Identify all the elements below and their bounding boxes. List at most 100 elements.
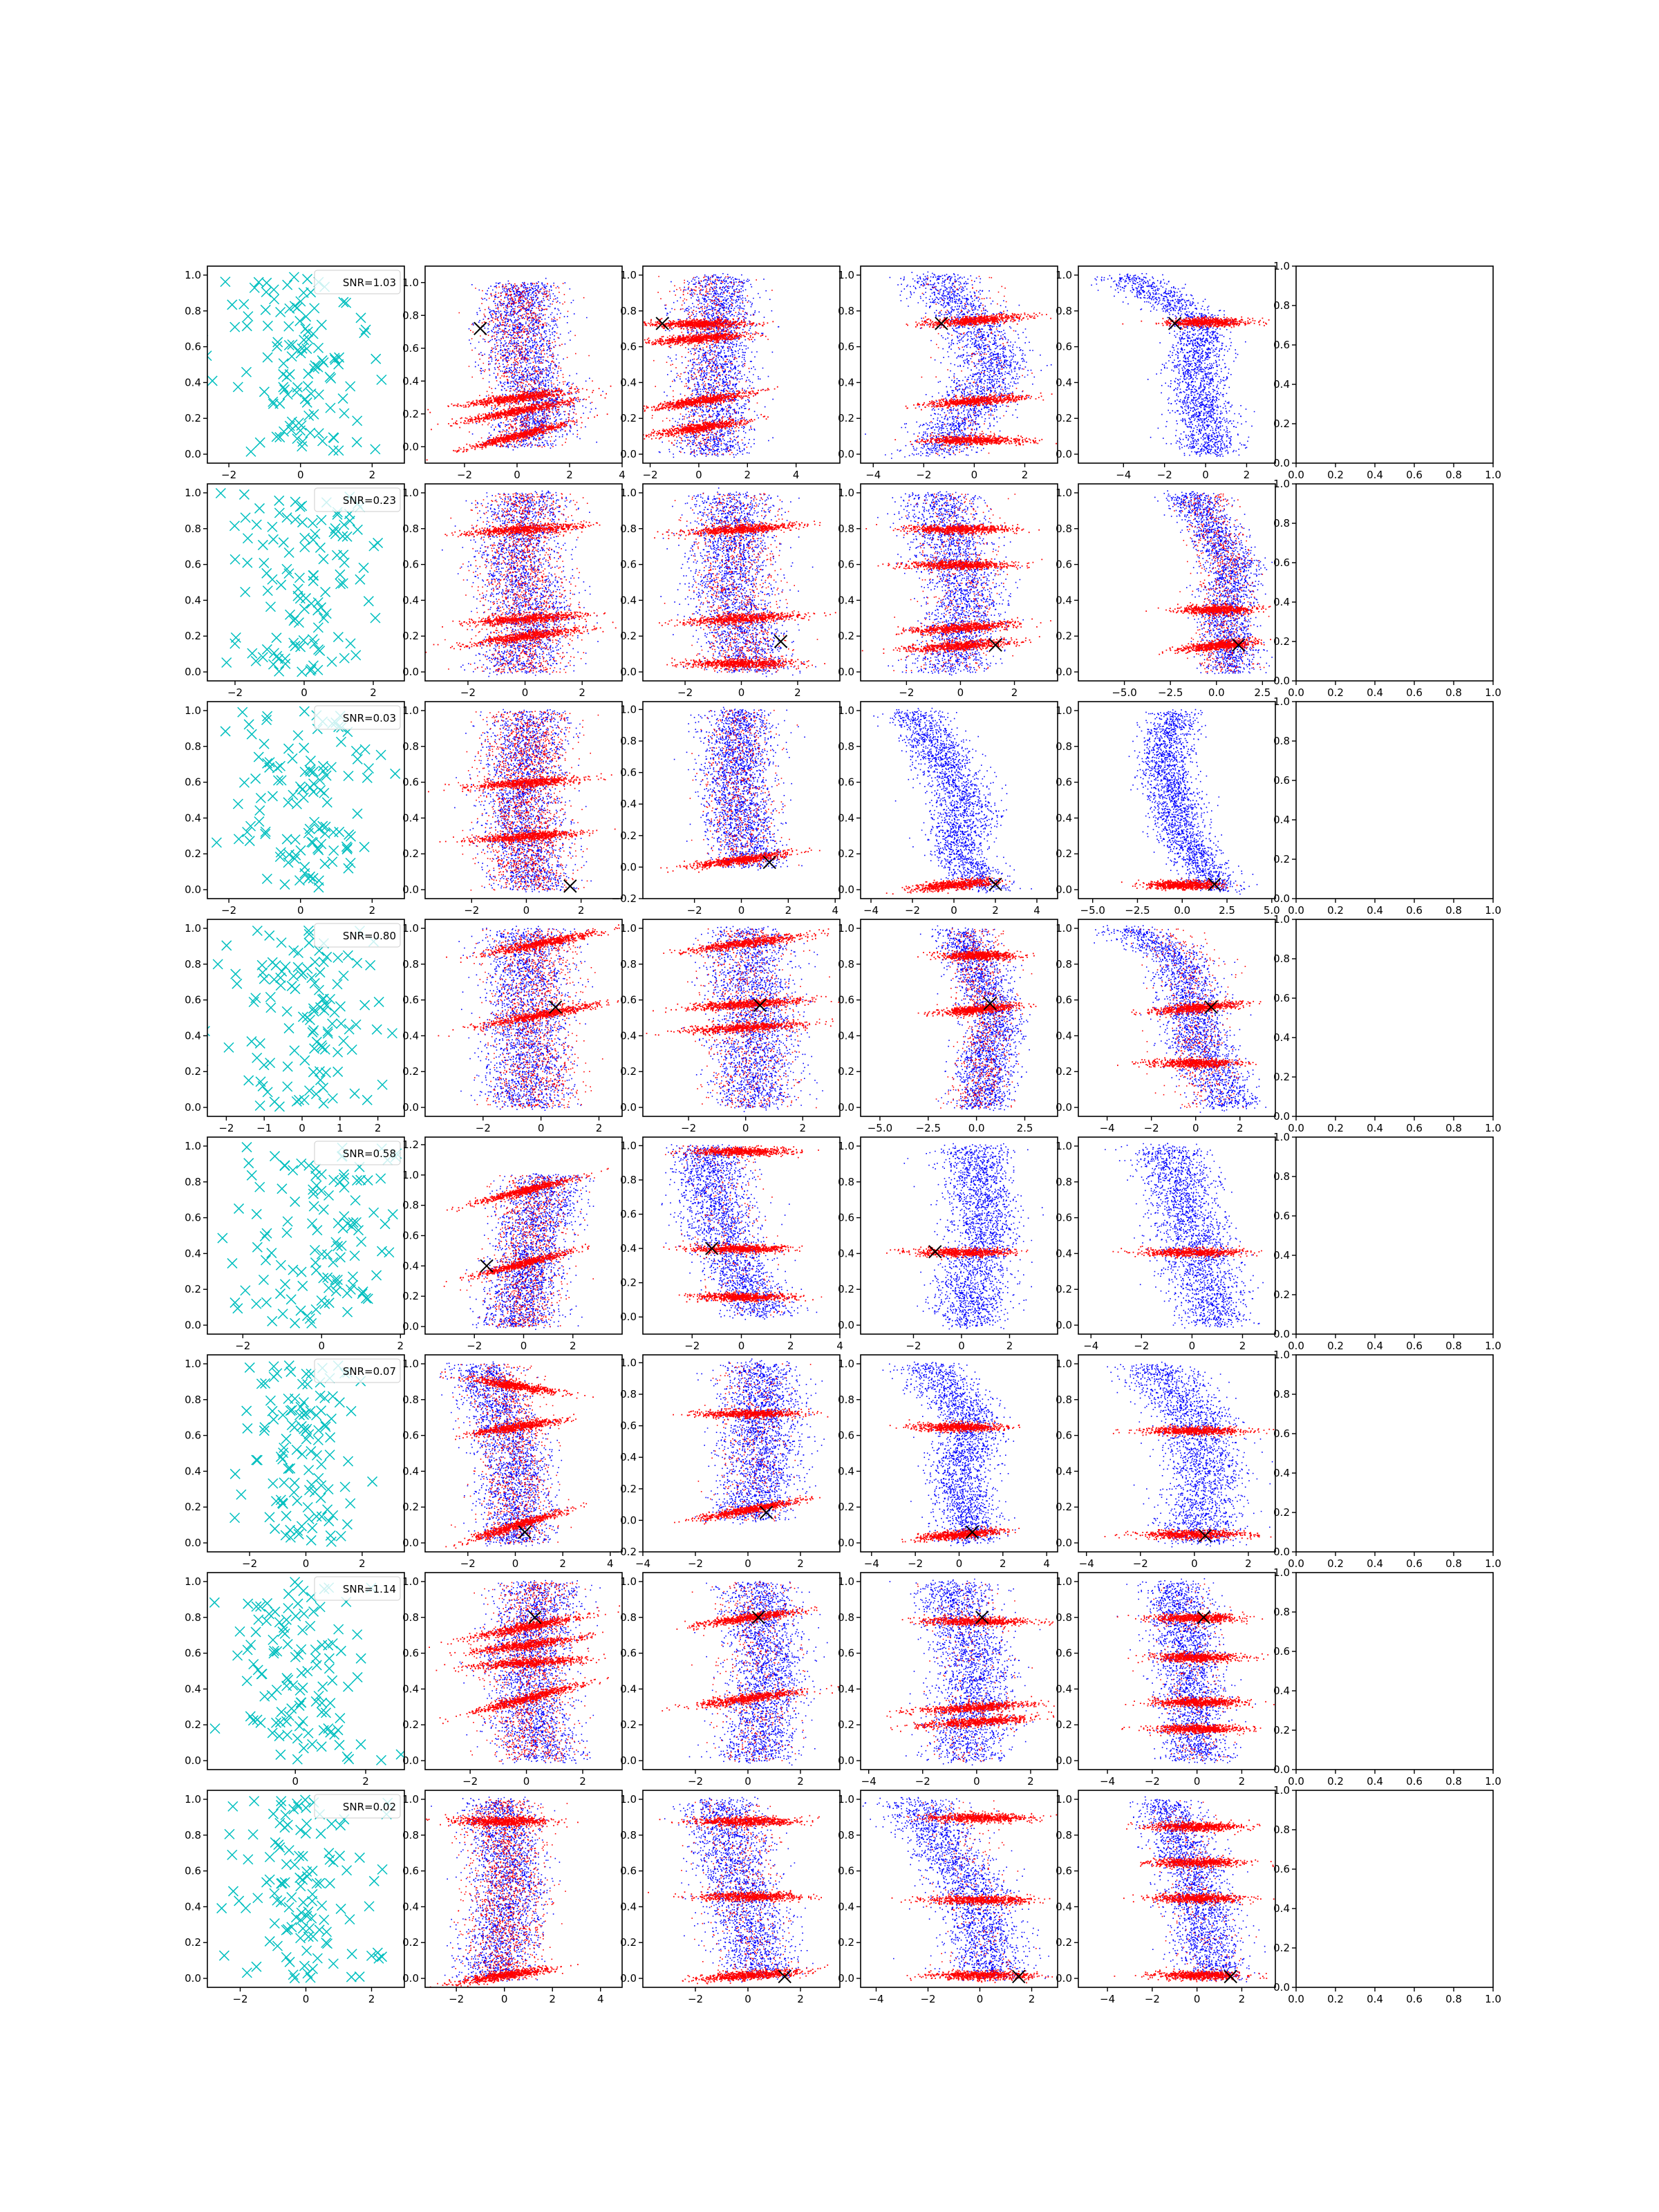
sample-point bbox=[242, 533, 253, 544]
sample-point bbox=[268, 396, 279, 407]
y-tick-label: 0.4 bbox=[185, 812, 201, 824]
y-tick-label: 1.0 bbox=[402, 487, 419, 499]
sample-point bbox=[241, 1142, 252, 1153]
y-tick-label: 1.0 bbox=[185, 487, 201, 499]
y-tick-label: 0.6 bbox=[620, 1208, 637, 1221]
blue-point-cloud bbox=[873, 707, 1032, 894]
sample-point bbox=[345, 381, 356, 392]
x-tick-label: −2 bbox=[460, 686, 476, 699]
sample-point bbox=[375, 1754, 387, 1765]
y-tick-label: 0.6 bbox=[1056, 559, 1072, 571]
sample-point bbox=[341, 1519, 353, 1530]
sample-point bbox=[272, 1646, 283, 1657]
optimum-marker bbox=[1208, 877, 1221, 891]
legend-box bbox=[314, 487, 401, 512]
sample-point bbox=[338, 1169, 349, 1180]
y-tick-label: 0.2 bbox=[185, 847, 201, 860]
y-tick-label: 0.0 bbox=[1056, 1101, 1072, 1114]
x-tick-label: 2 bbox=[549, 1993, 556, 2005]
axes-frame bbox=[1295, 483, 1494, 682]
legend: SNR=0.80 bbox=[314, 923, 401, 948]
sample-point bbox=[255, 1717, 266, 1728]
y-tick-label: 0.4 bbox=[620, 376, 637, 388]
y-tick-label: 0.2 bbox=[620, 1936, 637, 1949]
sample-point bbox=[371, 1024, 382, 1035]
sample-point bbox=[283, 339, 294, 350]
optimum-marker bbox=[935, 317, 948, 330]
sample-point bbox=[346, 1405, 357, 1416]
y-tick-label: 0.4 bbox=[402, 812, 419, 824]
x-tick-label: 0.2 bbox=[1327, 1557, 1344, 1570]
sample-point bbox=[328, 445, 339, 456]
sample-point bbox=[311, 1450, 323, 1461]
sample-point bbox=[342, 1306, 353, 1318]
sample-point bbox=[296, 1158, 307, 1169]
sample-point bbox=[287, 339, 298, 350]
sample-point bbox=[343, 1456, 354, 1467]
sample-point bbox=[307, 1865, 318, 1876]
snr-label: SNR=0.03 bbox=[343, 712, 396, 724]
axes-frame bbox=[424, 265, 623, 464]
red-point-cloud bbox=[1121, 878, 1238, 892]
subplot-r6-c1: −2 0 2 0.0 0.2 0.4 0.6 0.8 1.0 SNR=0.07 bbox=[185, 1354, 405, 1570]
sample-point bbox=[265, 1002, 276, 1013]
subplot-r4-c1: −2 −1 0 1 2 0.0 0.2 0.4 0.6 0.8 1.0 SNR=0.80 bbox=[185, 919, 405, 1134]
x-tick-label: 0.8 bbox=[1445, 1775, 1462, 1788]
sample-point bbox=[232, 1650, 243, 1661]
sample-point bbox=[274, 760, 286, 771]
x-tick-label: −2 bbox=[235, 1340, 250, 1352]
y-tick-label: 0.6 bbox=[1056, 1647, 1072, 1660]
sample-point bbox=[247, 1829, 259, 1840]
sample-point bbox=[345, 1498, 356, 1509]
y-tick-label: −0.2 bbox=[612, 1546, 637, 1558]
x-tick-label: 2 bbox=[369, 469, 376, 481]
sample-point bbox=[332, 1725, 344, 1736]
sample-point bbox=[279, 1628, 290, 1639]
y-tick-label: 0.2 bbox=[402, 1718, 419, 1731]
x-tick-label: −2 bbox=[688, 1993, 703, 2005]
sample-point bbox=[268, 1634, 279, 1645]
sample-point bbox=[294, 875, 306, 886]
sample-point bbox=[265, 991, 276, 1002]
sample-point bbox=[283, 321, 294, 332]
sample-point bbox=[299, 1094, 310, 1105]
sample-point bbox=[254, 816, 265, 827]
sample-point bbox=[359, 841, 370, 852]
y-tick-label: 1.0 bbox=[620, 1139, 637, 1152]
red-point-cloud bbox=[1117, 928, 1262, 1108]
y-tick-label: 0.4 bbox=[620, 1900, 637, 1913]
y-tick-label: 0.8 bbox=[185, 740, 201, 753]
red-point-cloud bbox=[643, 275, 778, 456]
sample-point bbox=[308, 534, 319, 545]
y-tick-label: 0.0 bbox=[185, 883, 201, 896]
sample-point bbox=[268, 284, 279, 295]
sample-point bbox=[308, 872, 319, 883]
sample-point bbox=[292, 1754, 303, 1765]
y-tick-label: 0.8 bbox=[1056, 1829, 1072, 1841]
sample-point bbox=[284, 1956, 295, 1967]
sample-point bbox=[209, 1597, 220, 1608]
sample-point bbox=[307, 1895, 318, 1906]
x-tick-label: −2.5 bbox=[916, 1122, 941, 1134]
y-tick-label: 0.8 bbox=[1273, 1824, 1290, 1836]
sample-point bbox=[355, 312, 366, 324]
subplot-r7-c6-empty: 0.0 0.2 0.4 0.6 0.8 1.0 0.0 0.2 0.4 0.6 0.8 1.0 bbox=[1273, 1566, 1501, 1788]
y-tick-label: 0.0 bbox=[838, 1754, 854, 1767]
sample-point bbox=[255, 792, 266, 804]
x-tick-label: 0.2 bbox=[1327, 686, 1344, 699]
x-tick-label: 5.0 bbox=[1264, 904, 1280, 917]
sample-point bbox=[360, 324, 371, 335]
axes-frame bbox=[860, 1790, 1058, 1988]
y-tick-label: 0.0 bbox=[1056, 666, 1072, 678]
sample-point bbox=[322, 1026, 333, 1037]
y-tick-label: 0.4 bbox=[1056, 1465, 1072, 1477]
plot-area bbox=[886, 1143, 1044, 1330]
sample-point bbox=[260, 826, 271, 837]
red-point-cloud bbox=[1112, 1245, 1262, 1262]
sample-point bbox=[329, 353, 340, 364]
sample-point bbox=[339, 1481, 350, 1492]
sample-point bbox=[290, 984, 301, 995]
sample-point bbox=[322, 1272, 333, 1283]
sample-point bbox=[281, 1614, 292, 1625]
legend-box bbox=[314, 1141, 401, 1165]
